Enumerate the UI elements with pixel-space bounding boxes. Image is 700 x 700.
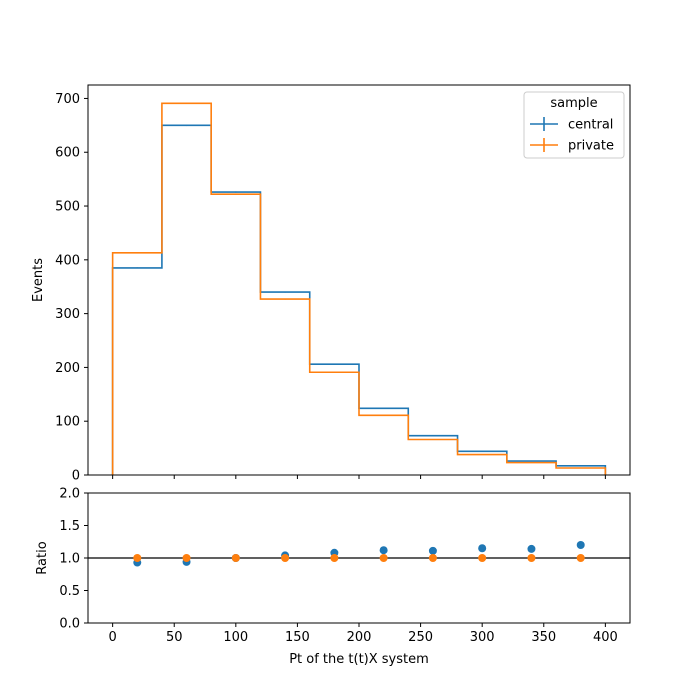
main-y-tick-label: 500 [55,200,80,215]
ratio-y-axis-label: Ratio [35,541,50,574]
ratio-x-tick-label: 150 [285,630,310,645]
ratio-point-private [379,554,388,562]
legend-title: sample [550,96,597,111]
ratio-plot-data [133,541,585,567]
main-y-tick-label: 300 [55,307,80,322]
main-y-axis-label: Events [31,258,46,302]
ratio-point-central [428,546,437,555]
ratio-x-tick-label: 250 [408,630,433,645]
ratio-point-central [478,544,487,553]
ratio-point-private [182,554,191,562]
ratio-x-tick-label: 350 [531,630,556,645]
ratio-y-tick-label: 0.0 [59,617,80,632]
main-y-tick-label: 600 [55,146,80,161]
ratio-x-tick-label: 0 [108,630,116,645]
main-y-tick-label: 100 [55,415,80,430]
ratio-y-tick-label: 1.0 [59,552,80,567]
ratio-x-tick-label: 200 [347,630,372,645]
legend-box [523,91,625,159]
ratio-x-tick-label: 300 [470,630,495,645]
main-y-tick-label: 0 [72,469,80,484]
ratio-point-central [379,546,388,555]
main-y-tick-label: 400 [55,253,80,268]
ratio-point-private [478,554,487,562]
ratio-x-ticks: 0 50 100 150 200 250 300 350 400 [108,623,618,645]
ratio-panel: 0.0 0.5 1.0 1.5 2.0 0 50 100 150 200 250 300 350 400… [35,487,631,667]
main-y-ticks: 0 100 200 300 400 500 600 700 [55,92,88,484]
ratio-x-tick-label: 50 [166,630,183,645]
ratio-point-private [281,554,290,562]
ratio-point-private [576,554,585,562]
ratio-y-tick-label: 2.0 [59,487,80,502]
ratio-point-private [133,554,142,562]
ratio-point-private [330,554,339,562]
ratio-point-private [527,554,536,562]
ratio-x-tick-label: 100 [223,630,248,645]
ratio-point-private [428,554,437,562]
ratio-x-tick-label: 400 [593,630,618,645]
legend-label-central: central [568,118,613,133]
ratio-y-ticks: 0.0 0.5 1.0 1.5 2.0 [59,487,88,632]
ratio-y-tick-label: 1.5 [59,519,80,534]
main-x-ticks [112,475,606,479]
ratio-plot-frame [87,492,631,624]
legend-label-private: private [568,139,614,154]
main-panel: 0 100 200 300 400 500 600 700 Events sample cent… [31,84,631,484]
ratio-y-tick-label: 0.5 [59,584,80,599]
main-y-tick-label: 200 [55,361,80,376]
main-y-tick-label: 700 [55,92,80,107]
ratio-point-central [527,544,536,553]
ratio-point-private [231,554,240,562]
x-axis-label: Pt of the t(t)X system [289,652,429,667]
legend: sample central private [523,91,625,159]
ratio-point-central [576,541,585,549]
main-plot-frame [87,84,631,476]
main-plot-data [111,102,607,475]
